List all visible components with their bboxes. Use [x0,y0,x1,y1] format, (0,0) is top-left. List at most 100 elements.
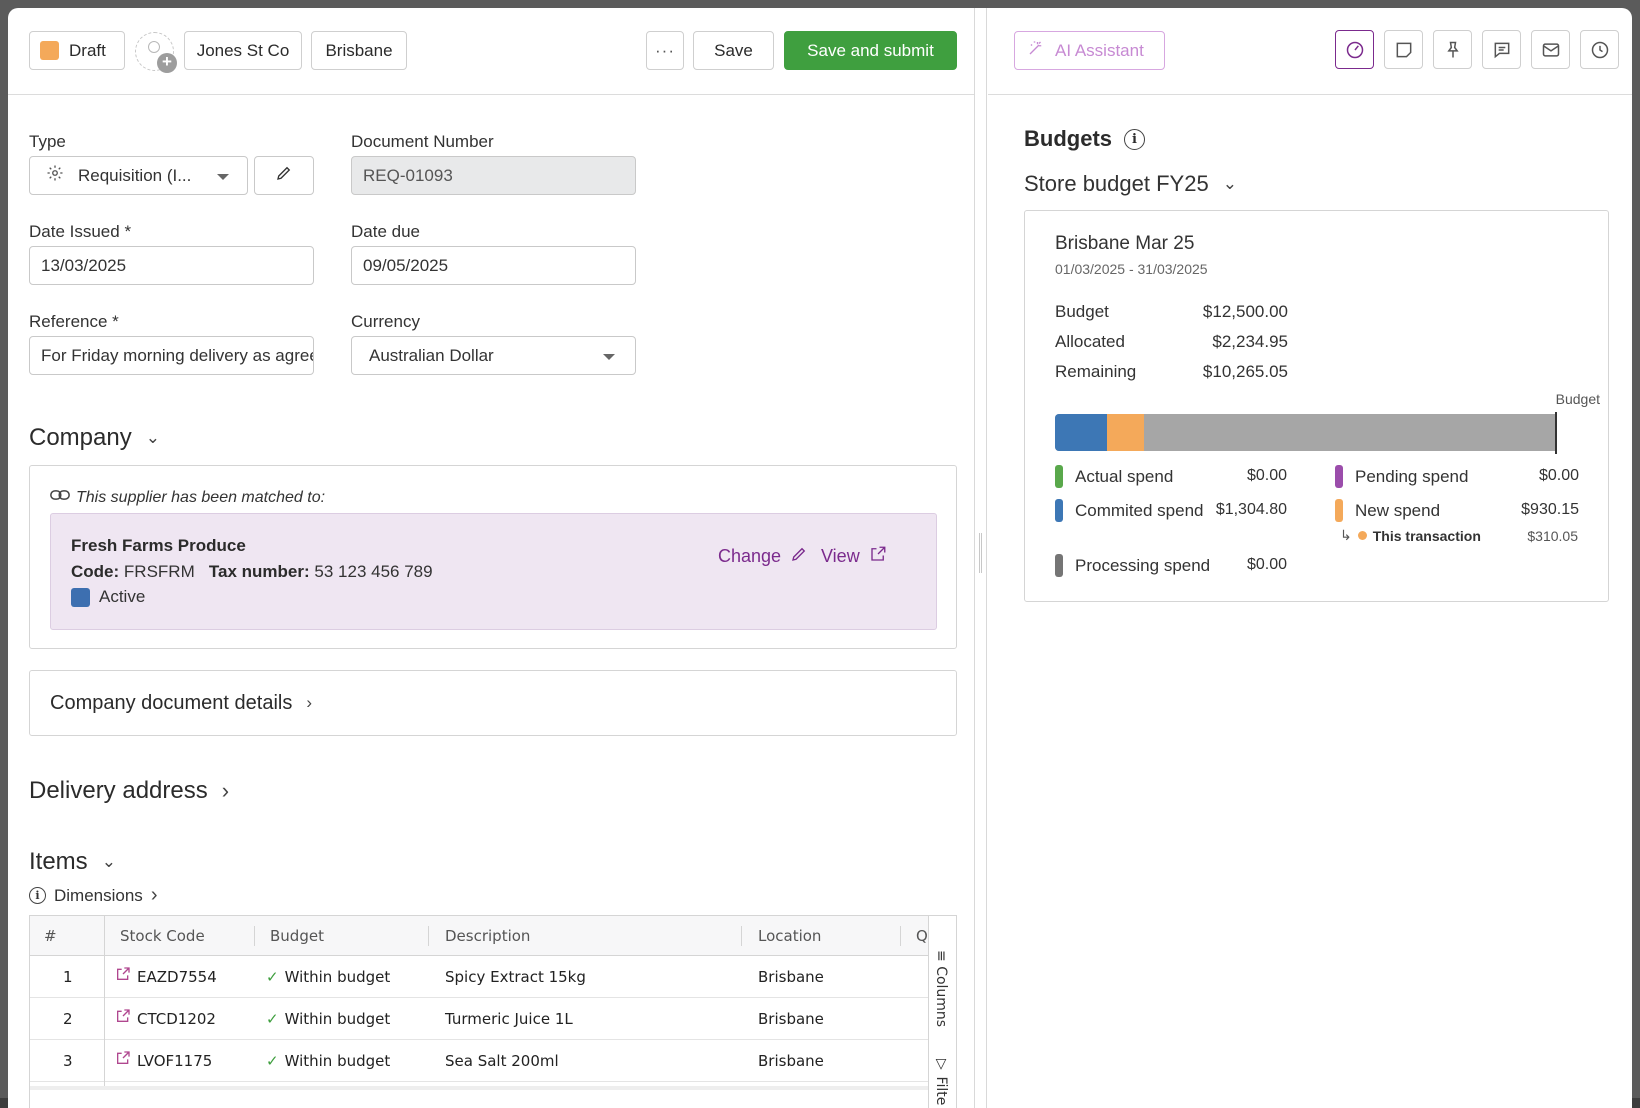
new-spend-swatch [1335,499,1343,522]
ai-assistant-button[interactable]: AI Assistant [1014,31,1165,70]
edit-type-button[interactable] [254,156,314,195]
tax-value: 53 123 456 789 [314,562,433,581]
view-label: View [821,546,860,566]
stock-code-cell[interactable]: LVOF1175 [115,1040,212,1082]
budget-value: $12,500.00 [1202,302,1288,321]
info-icon[interactable]: i [1124,128,1145,150]
stock-code: LVOF1175 [137,1052,213,1070]
external-link-icon[interactable] [115,956,131,998]
row-number: 3 [63,1052,73,1070]
stock-code-cell[interactable]: EAZD7554 [115,956,217,998]
company-section-toggle[interactable]: Company ⌄ [29,424,160,452]
supplier-name: Fresh Farms Produce [71,536,246,555]
budget-selector[interactable]: Store budget FY25 ⌄ [1024,171,1237,197]
items-grid: # Stock Code Budget Description Location… [29,915,957,1108]
code-label: Code: [71,562,120,581]
column-separator[interactable] [428,926,429,946]
items-heading: Items [29,848,88,875]
processing-spend-swatch [1055,554,1063,577]
filters-tab[interactable]: ▽ Filte [933,1056,949,1105]
external-link-icon[interactable] [115,998,131,1040]
budget-marker-line [1555,412,1557,454]
company-panel: This supplier has been matched to: Fresh… [29,465,957,649]
pencil-icon [790,545,808,568]
column-header-description[interactable]: Description [445,927,531,945]
supplier-status-label: Active [99,587,146,606]
column-separator[interactable] [900,926,901,946]
document-pane: Draft + Jones St Co Brisbane ··· Save Sa… [8,8,975,1108]
column-separator[interactable] [254,926,255,946]
actual-spend-swatch [1055,465,1063,488]
tax-label: Tax number: [208,562,310,581]
note-icon[interactable] [1384,30,1423,69]
save-and-submit-button[interactable]: Save and submit [784,31,957,70]
column-header-budget[interactable]: Budget [270,927,324,945]
view-supplier-link[interactable]: View [821,545,887,568]
change-supplier-link[interactable]: Change [718,545,808,568]
pin-icon[interactable] [1433,30,1472,69]
check-icon: ✓ [266,968,279,986]
items-section-toggle[interactable]: Items ⌄ [29,848,116,876]
table-row[interactable]: 1 EAZD7554 ✓ Within budget Spicy Extract… [30,956,930,998]
pending-spend-value: $0.00 [1538,467,1579,484]
dimensions-toggle[interactable]: i Dimensions › [29,884,157,907]
delivery-heading: Delivery address [29,777,208,804]
column-header-location[interactable]: Location [758,927,822,945]
columns-tab[interactable]: ≡ Columns [933,950,949,1027]
date-issued-field[interactable]: 13/03/2025 [29,246,314,285]
actual-spend-value: $0.00 [1246,467,1287,484]
city-tag[interactable]: Brisbane [311,31,407,70]
actual-spend-label: Actual spend [1075,466,1174,486]
history-icon[interactable] [1580,30,1619,69]
remaining-label: Remaining [1055,362,1137,381]
processing-spend-label: Processing spend [1075,555,1211,575]
code-value: FRSFRM [123,562,195,581]
column-separator[interactable] [741,926,742,946]
status-badge[interactable]: Draft [29,31,125,70]
horizontal-scrollbar[interactable] [30,1086,930,1090]
this-transaction-dot [1357,531,1367,540]
magic-wand-icon [1027,39,1045,62]
currency-label: Currency [351,312,420,331]
budget-cell: ✓ Within budget [266,956,390,998]
company-document-details-toggle[interactable]: Company document details › [29,670,957,736]
budget-status: Within budget [284,1010,391,1028]
chevron-down-icon: ⌄ [101,852,116,871]
return-arrow-icon: ↳ [1340,527,1352,543]
delivery-address-toggle[interactable]: Delivery address › [29,777,229,805]
more-actions-button[interactable]: ··· [646,31,684,70]
splitter-grip[interactable] [979,533,982,573]
new-spend-segment [1107,414,1144,451]
external-link-icon [869,545,887,568]
side-panel: AI Assistant Budgets i [988,8,1632,1108]
location-cell: Brisbane [758,968,824,986]
user-icon [148,41,160,53]
comment-icon[interactable] [1482,30,1521,69]
info-icon: i [29,887,46,904]
description-cell: Spicy Extract 15kg [445,968,586,986]
external-link-icon[interactable] [115,1040,131,1082]
reference-label: Reference * [29,312,119,331]
date-due-label: Date due [351,222,420,241]
stock-code: EAZD7554 [137,968,217,986]
pane-splitter[interactable] [975,8,987,1108]
reference-field[interactable]: For Friday morning delivery as agreed [29,336,314,375]
save-button[interactable]: Save [693,31,774,70]
commited-spend-value: $1,304.80 [1215,501,1287,518]
currency-select[interactable]: Australian Dollar [351,336,636,375]
table-row[interactable]: 2 CTCD1202 ✓ Within budget Turmeric Juic… [30,998,930,1040]
table-row[interactable]: 3 LVOF1175 ✓ Within budget Sea Salt 200m… [30,1040,930,1082]
assign-user-avatar[interactable]: + [135,32,177,73]
chevron-right-icon: › [221,778,230,803]
date-due-field[interactable]: 09/05/2025 [351,246,636,285]
description-cell: Sea Salt 200ml [445,1052,559,1070]
type-select[interactable]: Requisition (I... [29,156,248,195]
company-tag[interactable]: Jones St Co [184,31,302,70]
mail-icon[interactable] [1531,30,1570,69]
this-transaction-label: This transaction [1372,527,1481,544]
stock-code-cell[interactable]: CTCD1202 [115,998,216,1040]
budget-dial-icon[interactable] [1335,30,1374,69]
column-header-stock-code[interactable]: Stock Code [120,927,205,945]
column-header-number[interactable]: # [44,927,57,945]
grid-header: # Stock Code Budget Description Location… [30,916,937,956]
